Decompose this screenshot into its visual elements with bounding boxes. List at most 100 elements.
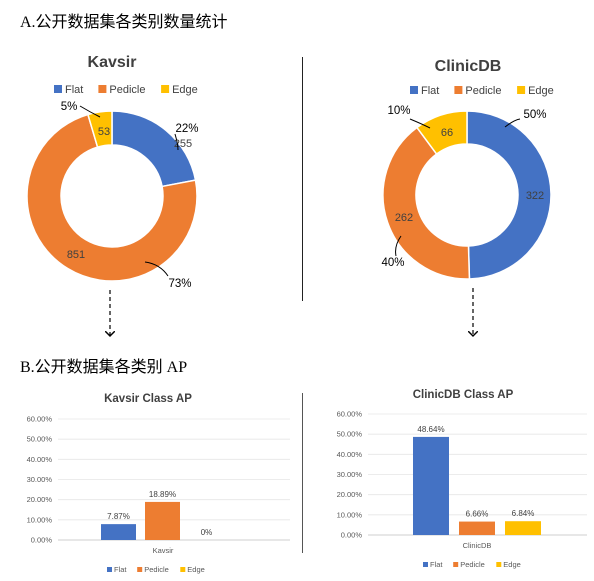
clinicdb-slice-label-edge: 66 [441,127,453,139]
kavsir-ytick-label: 50.00% [27,435,53,444]
clinicdb-legend-label-pedicle: Pedicle [465,85,501,97]
kavsir-slice-label-edge: 53 [98,126,110,138]
kavsir-bar-value-edge: 0% [201,528,213,537]
clinicdb-donut-chart: ClinicDB Flat Pedicle Edge 322 262 66 50% … [381,58,554,280]
kavsir-bar-title: Kavsir Class AP [104,393,192,405]
clinicdb-legend-label-edge: Edge [528,85,554,97]
clinicdb-donut-slices [382,110,552,280]
kavsir-legend-label-edge: Edge [172,84,198,96]
clinic-bar-value-flat: 48.64% [417,425,444,434]
kavsir-donut-slices [26,110,198,282]
kavsir-donut-labels: 255 851 53 22% 73% 5% [61,101,199,290]
kavsir-percent-pedicle: 73% [168,278,191,290]
kavsir-ytick-label: 10.00% [27,515,53,524]
clinicdb-ap-bar-chart: ClinicDB Class AP 0.00% 10.00% 20.00% 30.00… [337,389,587,569]
clinic-ytick-label: 50.00% [337,430,363,439]
kavsir-bar-value-flat: 7.87% [107,512,130,521]
clinicdb-legend-swatch-flat [410,86,418,94]
clinicdb-slice-pedicle [382,126,471,280]
kavsir-donut-chart: Kavsir Flat Pedicle Edge 255 851 53 22% 73… [26,54,199,290]
kavsir-ytick-label: 0.00% [31,536,53,545]
kavsir-legend-swatch-edge [161,85,170,93]
clinic-ytick-label: 0.00% [341,531,363,540]
clinicdb-donut-legend: Flat Pedicle Edge [410,85,554,97]
clinicdb-bar-legend: Flat Pedicle Edge [423,560,521,569]
clinicdb-bar-category-label: ClinicDB [463,541,492,550]
clinic-ytick-label: 40.00% [337,450,363,459]
clinic-bar-legend-label-flat: Flat [430,560,443,569]
clinicdb-slice-label-pedicle: 262 [395,212,413,224]
clinicdb-legend-label-flat: Flat [421,85,439,97]
kavsir-ap-bar-chart: Kavsir Class AP 0.00% 10.00% 20.00% 30.00% 4… [27,393,290,574]
kavsir-slice-label-pedicle: 851 [67,249,85,261]
kavsir-ytick-label: 30.00% [27,475,53,484]
kavsir-bar-flat [101,524,136,540]
clinicdb-percent-edge: 10% [387,105,410,117]
kavsir-slice-edge [86,110,113,149]
kavsir-bar-yticks: 0.00% 10.00% 20.00% 30.00% 40.00% 50.00% 60.00… [27,415,53,545]
kavsir-slice-pedicle [26,113,198,282]
kavsir-bar-pedicle [145,501,180,540]
kavsir-bar-legend-label-flat: Flat [114,565,127,574]
clinicdb-percent-flat: 50% [523,109,546,121]
kavsir-bar-legend-swatch-pedicle [137,567,143,572]
clinicdb-leader-pedicle [395,235,402,257]
kavsir-bar-legend: Flat Pedicle Edge [107,565,205,574]
clinicdb-slice-edge [415,110,468,156]
clinic-ytick-label: 60.00% [337,410,363,419]
clinic-ytick-label: 10.00% [337,510,363,519]
clinic-bar-legend-label-edge: Edge [503,560,521,569]
clinic-bar-value-pedicle: 6.66% [466,510,489,519]
clinicdb-donut-labels: 322 262 66 50% 40% 10% [381,105,546,269]
kavsir-ytick-label: 20.00% [27,495,53,504]
kavsir-percent-edge: 5% [61,101,78,113]
clinic-ytick-label: 20.00% [337,490,363,499]
clinic-bar-legend-label-pedicle: Pedicle [460,560,485,569]
clinicdb-percent-pedicle: 40% [381,257,404,269]
kavsir-donut-title: Kavsir [88,54,137,71]
clinicdb-legend-swatch-pedicle [454,86,463,94]
kavsir-bar-value-labels: 7.87% 18.89% 0% [107,490,212,537]
kavsir-leader-pedicle [144,261,169,277]
kavsir-bar-value-pedicle: 18.89% [149,490,176,499]
clinic-bar-legend-swatch-edge [496,562,502,567]
kavsir-percent-flat: 22% [175,123,198,135]
kavsir-slice-label-flat: 255 [174,138,192,150]
kavsir-ytick-label: 40.00% [27,455,53,464]
clinic-ytick-label: 30.00% [337,470,363,479]
clinic-bar-legend-swatch-pedicle [453,562,459,567]
kavsir-bar-category-label: Kavsir [153,546,174,555]
kavsir-legend-swatch-flat [54,85,62,93]
kavsir-bar-legend-swatch-edge [180,567,186,572]
clinicdb-bar-value-labels: 48.64% 6.66% 6.84% [417,425,534,519]
kavsir-bar-legend-label-edge: Edge [187,565,205,574]
bottom-divider [302,393,303,553]
top-divider [302,57,303,301]
clinicdb-leader-edge [409,118,431,129]
clinic-bar-flat [413,436,449,535]
kavsir-ytick-label: 60.00% [27,415,53,424]
clinic-bar-edge [505,521,541,535]
clinicdb-bar-title: ClinicDB Class AP [413,389,514,401]
clinicdb-leader-flat [504,118,521,128]
section-a-title: A.公开数据集各类别数量统计 [20,14,228,31]
clinicdb-slice-flat [466,110,552,280]
clinic-bar-pedicle [459,521,495,535]
clinicdb-bar-marks [413,436,541,535]
kavsir-legend-label-pedicle: Pedicle [109,84,145,96]
kavsir-legend-swatch-pedicle [98,85,107,93]
kavsir-donut-legend: Flat Pedicle Edge [54,84,198,96]
clinicdb-bar-yticks: 0.00% 10.00% 20.00% 30.00% 40.00% 50.00% 60.00… [337,410,363,540]
clinicdb-legend-swatch-edge [517,86,526,94]
clinicdb-slice-label-flat: 322 [526,190,544,202]
kavsir-legend-label-flat: Flat [65,84,83,96]
kavsir-leader-edge [79,105,101,118]
kavsir-leader-flat [174,133,179,151]
kavsir-bar-legend-label-pedicle: Pedicle [144,565,169,574]
clinicdb-bar-gridlines [368,413,587,536]
section-b-title: B.公开数据集各类别 AP [20,359,188,376]
clinic-bar-value-edge: 6.84% [512,509,535,518]
clinicdb-donut-title: ClinicDB [435,58,502,75]
kavsir-bar-legend-swatch-flat [107,567,112,572]
